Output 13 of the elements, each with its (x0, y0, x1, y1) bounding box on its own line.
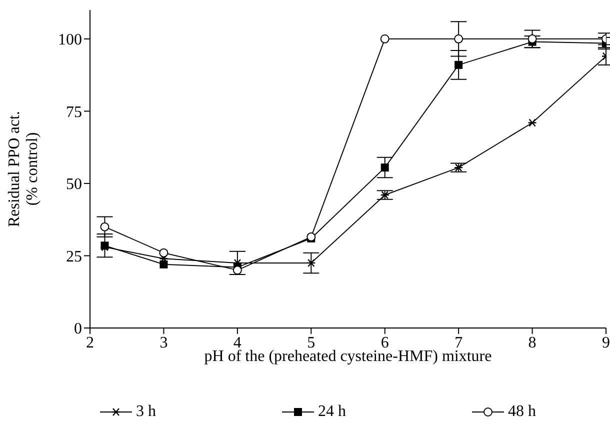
legend-label: 24 h (318, 403, 346, 421)
y-tick-label: 50 (66, 176, 82, 194)
y-tick-label: 100 (58, 32, 82, 49)
legend-label: 3 h (136, 403, 156, 421)
x-tick-label: 9 (602, 334, 610, 352)
y-tick-label: 0 (74, 320, 82, 338)
y-tick-label: 75 (66, 104, 82, 121)
x-tick-label: 2 (86, 334, 94, 352)
legend-label: 48 h (508, 403, 536, 421)
y-tick-label: 25 (66, 248, 82, 266)
x-tick-label: 3 (160, 334, 168, 352)
y-axis-title: Residual PPO act. (% control) (6, 111, 41, 227)
x-tick-label: 8 (528, 334, 536, 352)
